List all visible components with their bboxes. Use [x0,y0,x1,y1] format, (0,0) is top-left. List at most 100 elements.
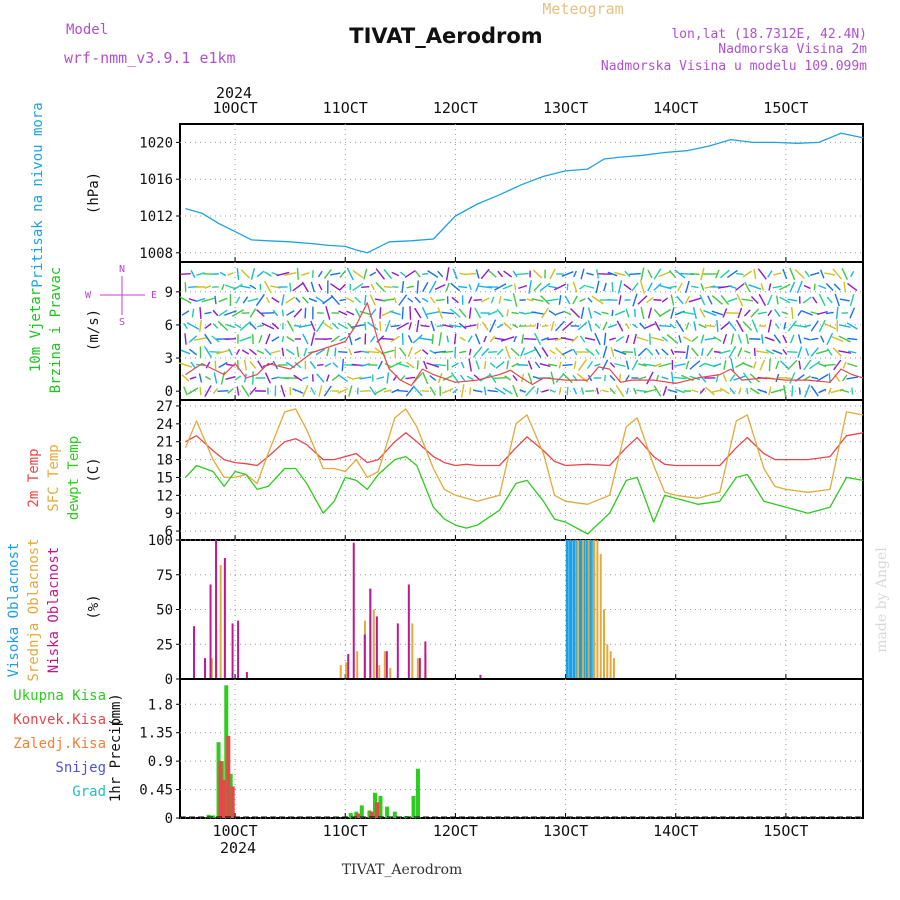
wind-vector [615,335,625,343]
wind-vector [534,332,542,346]
wind-vector [727,297,738,303]
wind-vector [221,283,225,291]
cloud-bar [416,658,419,679]
wind-vector [586,272,594,276]
compass-north: N [119,264,125,275]
wind-vector [633,347,637,357]
wind-vector [265,297,271,303]
wind-vector [614,310,626,316]
wind-vector [183,386,188,396]
wind-vector [562,320,574,332]
wind-vector [270,350,281,354]
time-tick-top-label: 13OCT [543,99,588,117]
wind-vector [421,389,430,393]
wind-vector [397,389,409,393]
wind-vector [247,298,259,302]
wind-vector [496,348,504,356]
y-tick-label: 75 [156,568,173,584]
cloud-bar [347,653,350,679]
wind-vector [802,296,812,304]
wind-vector [186,322,200,330]
y-tick-label: 1.35 [139,726,173,742]
wind-vector [338,310,348,316]
wind-vector [541,337,550,341]
cloud-bar [210,658,213,679]
wind-vector [624,270,631,278]
precip-bar [378,795,383,818]
cloud-bar [383,651,386,679]
wind-vector [661,348,669,356]
wind-vector [585,389,595,393]
wind-vector [553,283,567,291]
wind-vector [728,320,737,332]
wind-vector [234,375,242,381]
wind-vector [225,323,235,329]
wind-vector [377,360,383,370]
wind-vector [511,311,519,315]
wind-vector [205,361,211,369]
cloud-bar [407,584,410,679]
wind-vector [488,270,497,278]
wind-vector [289,282,292,292]
wind-vector [326,374,330,382]
wind-vector [401,333,404,345]
wind-vector [458,308,467,318]
wind-vector [555,320,566,332]
wind-vector [637,347,648,357]
wind-vector [594,332,601,346]
wind-vector [640,267,645,281]
wind-vector [496,323,504,329]
panel-frame [179,678,864,819]
wind-vector [381,298,395,302]
wind-vector [323,269,332,279]
wind-vector [536,322,539,330]
wind-vector [773,272,782,276]
wind-vector [819,269,825,279]
wind-vector [789,372,796,384]
wind-vector [310,332,316,346]
wind-vector [579,335,586,343]
wind-vector [685,322,690,330]
wind-vector [435,298,445,302]
wind-vector [449,308,461,318]
wind-vector [653,308,662,318]
wind-vector [458,322,467,330]
wind-vector [434,350,447,354]
temp-line-2 [185,455,864,535]
wind-vector [379,307,382,319]
wind-vector [217,389,229,393]
wind-vector [580,387,585,395]
wind-vector [354,308,361,318]
wind-vector [265,333,271,345]
wind-vector [823,363,836,367]
wind-vector [263,271,272,277]
wind-vector [849,307,856,319]
wind-vector [737,307,743,319]
wind-vector [646,371,654,385]
wind-vector [610,346,615,358]
wind-vector [441,311,454,315]
wind-vector [292,388,304,394]
wind-vector [609,387,616,395]
wind-vector [437,270,444,278]
precip-bar [206,814,211,818]
y-tick-label: 12 [156,488,173,504]
wind-vector [412,334,423,344]
wind-vector [339,336,347,342]
precip-bar [415,768,420,818]
wind-vector [625,334,630,344]
wind-vector [240,269,251,279]
wind-vector [585,347,595,357]
panel-cloud: 0 25 50 75 100 Visoka Oblacnost Srednja Oblacn… [6,533,864,688]
wind-vector [239,336,252,342]
wind-vector [700,283,705,291]
cloud-bar [209,584,212,679]
wind-vector [572,295,578,305]
wind-vector [354,337,361,341]
wind-vector [779,283,791,291]
cloud-bar [193,626,196,679]
wind-vector [595,269,600,279]
wind-vector [690,272,700,276]
wind-vector [707,295,713,305]
wind-vector [653,362,662,368]
